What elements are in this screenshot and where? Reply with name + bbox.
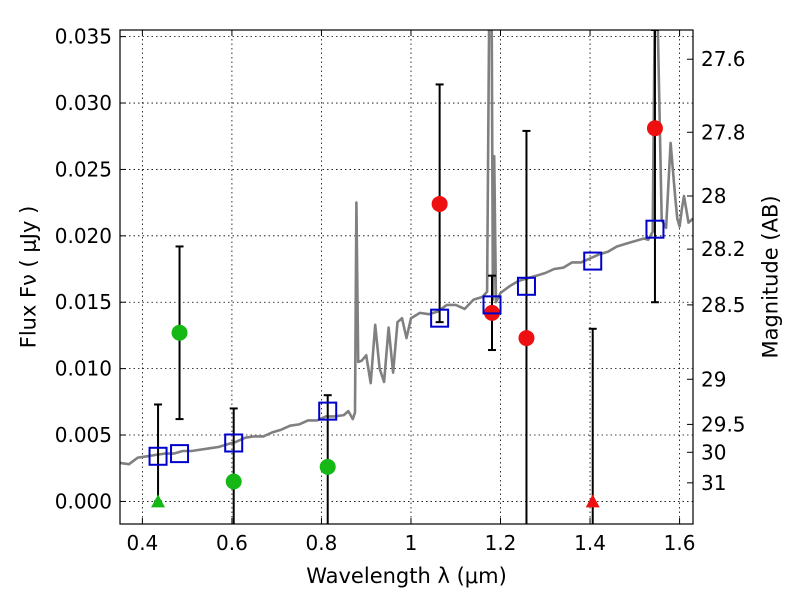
model-point [224, 433, 244, 453]
x-tick-label: 0.6 [216, 531, 248, 555]
spectrum-line [120, 30, 693, 466]
data-markers [148, 120, 665, 508]
right-tick-label: 27.8 [701, 120, 746, 144]
axis-ticks: 0.4 0.6 0.8 1 1.2 1.4 1.6 0.000 0.005 0.010 0.015 0… [55, 25, 746, 555]
data-point [646, 120, 663, 137]
right-tick-label: 29.5 [701, 412, 746, 436]
right-tick-label: 31 [701, 471, 726, 495]
grid [120, 30, 693, 524]
data-point [319, 458, 336, 475]
data-point [431, 195, 448, 212]
y-axis-label-left: Flux Fν ( μJy ) [16, 206, 40, 349]
right-tick-label: 28.5 [701, 293, 746, 317]
data-point [225, 473, 242, 490]
y-tick-label: 0.035 [55, 25, 112, 49]
error-bars [154, 30, 659, 524]
x-tick-label: 1 [405, 531, 418, 555]
right-tick-label: 29 [701, 367, 726, 391]
y-tick-label: 0.000 [55, 489, 112, 513]
y-tick-label: 0.020 [55, 224, 112, 248]
x-tick-label: 0.8 [306, 531, 338, 555]
y-tick-label: 0.030 [55, 91, 112, 115]
x-axis-label: Wavelength λ (μm) [306, 564, 507, 588]
y-tick-label: 0.010 [55, 357, 112, 381]
right-tick-label: 28 [701, 184, 726, 208]
x-tick-label: 1.4 [574, 531, 606, 555]
model-point [482, 295, 502, 315]
y-tick-label: 0.025 [55, 157, 112, 181]
y-tick-label: 0.015 [55, 290, 112, 314]
x-tick-label: 0.4 [126, 531, 158, 555]
x-tick-label: 1.2 [485, 531, 517, 555]
x-tick-label: 1.6 [664, 531, 696, 555]
right-tick-label: 27.6 [701, 47, 746, 71]
data-point [171, 324, 188, 341]
model-point [430, 308, 450, 328]
model-point [645, 219, 665, 239]
upper-limit-marker [151, 494, 166, 508]
upper-limit-marker [585, 494, 600, 508]
right-tick-label: 30 [701, 440, 726, 464]
right-tick-label: 28.2 [701, 237, 746, 261]
model-point [170, 444, 190, 464]
model-point [516, 276, 536, 296]
model-point [148, 446, 168, 466]
model-point [318, 401, 338, 421]
y-tick-label: 0.005 [55, 423, 112, 447]
y-axis-label-right: Magnitude (AB) [758, 195, 782, 358]
model-spectrum [120, 30, 693, 466]
data-point [518, 330, 535, 347]
model-point [583, 251, 603, 271]
plot-frame [119, 29, 694, 525]
